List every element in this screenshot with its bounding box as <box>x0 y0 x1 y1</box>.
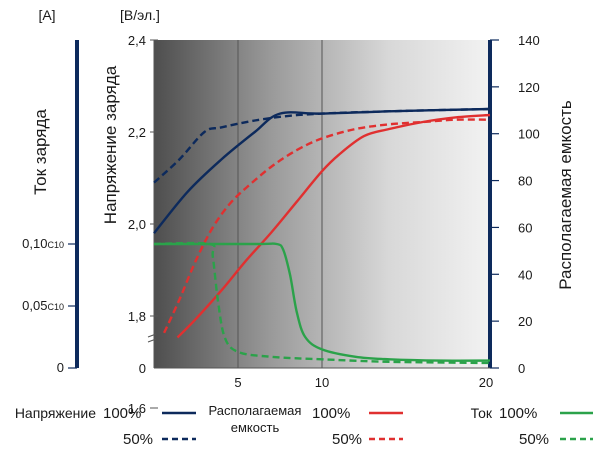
series-voltage-50 <box>153 107 491 184</box>
voltage-tick-label: 0 <box>139 361 146 376</box>
capacity-tick-label: 140 <box>518 33 540 48</box>
capacity-tick-label: 120 <box>518 80 540 95</box>
axis-break-mark <box>147 333 157 343</box>
legend-item-label: 50% <box>332 431 362 448</box>
capacity-tick-label: 60 <box>518 220 532 235</box>
series-lines <box>153 107 491 365</box>
current-tick-label: 0,05C10 <box>22 298 64 313</box>
series-capacity-50 <box>163 118 491 334</box>
current-tick-label: 0 <box>57 360 64 375</box>
capacity-tick-label: 80 <box>518 174 532 189</box>
voltage-tick-label: 2,4 <box>128 33 146 48</box>
capacity-tick-label: 100 <box>518 127 540 142</box>
legend-group-label: Ток <box>471 405 493 421</box>
current-tick-value: 0 <box>57 360 64 375</box>
voltage-tick-label: 1,8 <box>128 309 146 324</box>
legend-item-label: 50% <box>123 431 153 448</box>
legend-item-label: 100% <box>312 405 350 422</box>
current-axis-unit: [A] <box>38 7 55 23</box>
series-current-50 <box>153 241 491 365</box>
current-tick-unit: C10 <box>47 302 64 312</box>
legend-group-label: емкость <box>231 420 280 435</box>
voltage-tick-label: 2,2 <box>128 125 146 140</box>
legend-group-label: Напряжение <box>15 405 96 421</box>
current-tick-label: 0,10C10 <box>22 236 64 251</box>
current-axis-title: Ток заряда <box>31 109 50 195</box>
grid <box>237 40 323 368</box>
legend-item-label: 100% <box>103 405 141 422</box>
voltage-tick-label: 2,0 <box>128 217 146 232</box>
capacity-tick-label: 20 <box>518 314 532 329</box>
legend-item-label: 100% <box>499 405 537 422</box>
current-tick-unit: C10 <box>47 240 64 250</box>
current-tick-value: 0,10 <box>22 236 47 251</box>
voltage-axis-unit: [В/эл.] <box>120 7 160 23</box>
voltage-axis-title: Напряжение заряда <box>101 65 120 224</box>
x-tick-label: 10 <box>315 375 329 390</box>
voltage-tick-label: 1,6 <box>128 401 146 416</box>
capacity-tick-label: 40 <box>518 267 532 282</box>
axes <box>75 40 492 369</box>
legend: Напряжение 100% 50% Располагаемая емкость 100… <box>15 403 593 448</box>
series-capacity-100 <box>176 113 491 339</box>
legend-group-label: Располагаемая <box>209 403 302 418</box>
x-tick-label: 5 <box>234 375 241 390</box>
capacity-tick-label: 0 <box>518 361 525 376</box>
capacity-axis-title: Располагаемая емкость <box>556 100 575 290</box>
x-tick-label: 20 <box>479 375 493 390</box>
current-tick-value: 0,05 <box>22 298 47 313</box>
series-current-100 <box>154 242 491 362</box>
legend-item-label: 50% <box>519 431 549 448</box>
